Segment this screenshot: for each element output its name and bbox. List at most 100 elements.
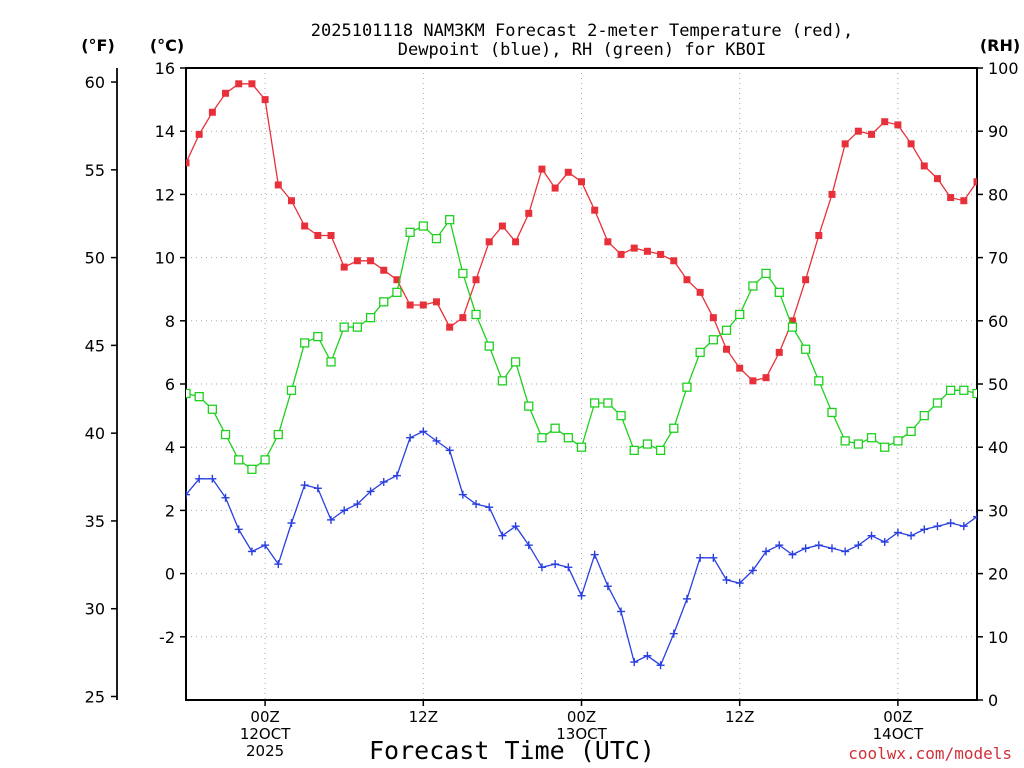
fahrenheit-tick-label: 55 [85, 161, 105, 180]
data-point [498, 531, 507, 540]
data-point [827, 407, 837, 418]
data-point [524, 401, 534, 411]
celsius-tick-label: 8 [165, 312, 175, 331]
data-point [300, 481, 309, 490]
data-point [208, 474, 217, 483]
celsius-tick-label: 12 [155, 185, 175, 204]
rh-tick-label: 90 [988, 122, 1008, 141]
data-point [735, 309, 745, 320]
data-point [590, 398, 600, 408]
data-point [814, 541, 823, 550]
data-point [761, 268, 771, 279]
data-point [788, 317, 796, 325]
data-point [655, 445, 666, 456]
data-point [471, 309, 481, 320]
data-point [340, 263, 348, 271]
data-point [286, 385, 297, 395]
data-point [854, 127, 862, 135]
data-point [287, 197, 295, 205]
data-point [868, 130, 876, 138]
data-point [220, 429, 231, 440]
data-point [445, 446, 454, 455]
data-point [617, 250, 625, 258]
data-point [696, 288, 704, 296]
data-point [735, 579, 744, 588]
rh-tick-label: 60 [988, 312, 1008, 331]
data-point [564, 168, 572, 176]
rh-tick-label: 10 [988, 628, 1008, 647]
data-point [392, 471, 401, 480]
data-point [498, 222, 506, 230]
celsius-tick-label: 6 [165, 375, 175, 394]
data-point [393, 276, 401, 284]
data-point [959, 522, 968, 531]
data-point [841, 547, 850, 556]
data-point [326, 357, 336, 367]
data-point [920, 525, 929, 534]
data-point [261, 541, 270, 550]
data-point [538, 165, 546, 173]
x-tick-label: 12Z [725, 708, 754, 726]
data-point [814, 376, 824, 386]
rh-tick-label: 0 [988, 691, 998, 710]
data-point [722, 575, 731, 584]
data-point [366, 487, 375, 496]
data-point [669, 629, 678, 638]
data-point [222, 89, 230, 97]
data-point [512, 238, 520, 246]
fahrenheit-tick-label: 30 [85, 600, 105, 619]
data-point [379, 477, 388, 486]
data-point [472, 500, 481, 509]
data-point [762, 547, 771, 556]
data-point [458, 490, 467, 499]
chart-title: 2025101118 NAM3KM Forecast 2-meter Tempe… [311, 21, 853, 41]
data-point [907, 140, 915, 148]
data-point [933, 522, 942, 531]
data-point [893, 436, 903, 446]
data-point [392, 287, 402, 298]
source-credit: coolwx.com/models [848, 744, 1012, 763]
data-point [932, 398, 943, 408]
data-point [510, 357, 521, 367]
data-point [537, 563, 546, 572]
celsius-tick-label: 14 [155, 122, 175, 141]
axes [111, 67, 983, 706]
data-point [273, 429, 283, 440]
data-point [314, 231, 322, 239]
grid-lines [186, 68, 977, 700]
data-point [973, 178, 977, 186]
data-point [617, 607, 626, 616]
data-point [853, 439, 863, 449]
data-point [550, 423, 560, 433]
data-point [801, 544, 810, 553]
data-point [208, 108, 216, 116]
data-point [524, 541, 533, 550]
series-dewpoint [186, 427, 977, 670]
x-tick-label: 2025 [246, 742, 284, 760]
data-point [643, 247, 651, 255]
data-point [696, 553, 705, 562]
data-point [497, 376, 508, 386]
data-point [591, 206, 599, 214]
data-point [603, 398, 613, 408]
data-point [709, 553, 718, 562]
fahrenheit-tick-label: 45 [85, 336, 105, 355]
data-point [721, 325, 732, 335]
data-point [247, 547, 256, 556]
data-point [947, 194, 955, 202]
data-point [723, 345, 731, 353]
celsius-axis-unit: (°C) [150, 36, 184, 55]
data-point [774, 287, 784, 298]
data-point [511, 522, 520, 531]
celsius-tick-label: 16 [155, 59, 175, 78]
data-point [642, 439, 653, 449]
x-tick-label: 13OCT [556, 725, 607, 743]
fahrenheit-tick-label: 60 [85, 73, 105, 92]
series-temperature [186, 80, 977, 385]
data-point [683, 276, 691, 284]
fahrenheit-axis-unit: (°F) [81, 36, 115, 55]
data-point [840, 436, 850, 446]
data-point [472, 276, 480, 284]
rh-axis-unit: (RH) [980, 36, 1020, 55]
data-point [234, 455, 244, 465]
